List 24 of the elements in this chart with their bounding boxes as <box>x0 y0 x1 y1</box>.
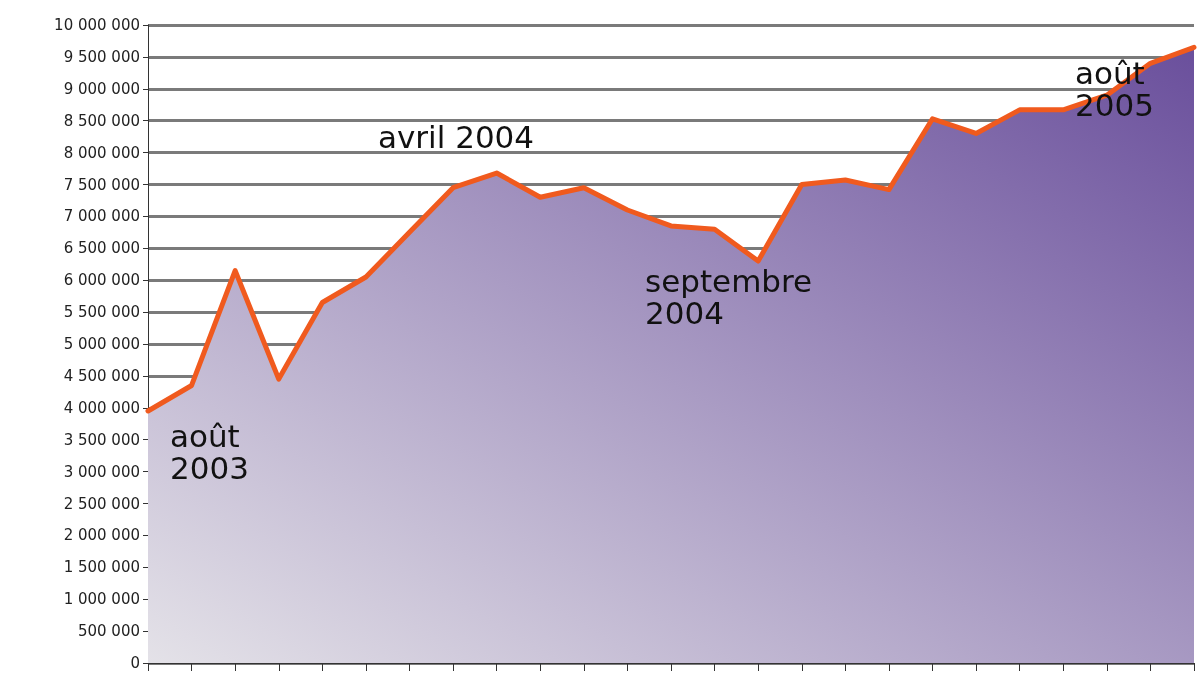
y-tick-label: 1 500 000 <box>63 558 140 577</box>
y-tick-label: 500 000 <box>77 622 140 641</box>
y-tick-label: 3 500 000 <box>63 430 140 449</box>
y-tick-label: 5 000 000 <box>63 335 140 353</box>
y-tick-label: 4 500 000 <box>63 366 140 385</box>
y-tick-label: 3 000 000 <box>63 462 140 481</box>
y-tick-label: 6 000 000 <box>63 271 140 290</box>
y-tick-label: 7 500 000 <box>63 175 140 194</box>
y-tick-label: 2 000 000 <box>63 526 140 545</box>
annotation: septembre 2004 <box>645 263 813 331</box>
y-tick-label: 5 500 000 <box>63 303 140 322</box>
y-tick-label: 6 500 000 <box>63 239 140 258</box>
y-tick-label: 7 000 000 <box>63 207 140 226</box>
y-tick-label: 9 500 000 <box>63 47 140 66</box>
y-tick-label: 9 000 000 <box>63 79 140 98</box>
y-tick-label: 4 000 000 <box>63 398 140 417</box>
y-tick-label: 0 <box>130 654 140 672</box>
annotation: août 2003 <box>170 418 249 486</box>
y-tick-label: 10 000 000 <box>54 16 140 34</box>
y-tick-label: 2 500 000 <box>63 494 140 513</box>
annotation: avril 2004 <box>378 119 535 155</box>
y-tick-label: 8 000 000 <box>63 143 140 162</box>
y-tick-label: 1 000 000 <box>63 590 140 609</box>
y-tick-label: 8 500 000 <box>63 111 140 130</box>
